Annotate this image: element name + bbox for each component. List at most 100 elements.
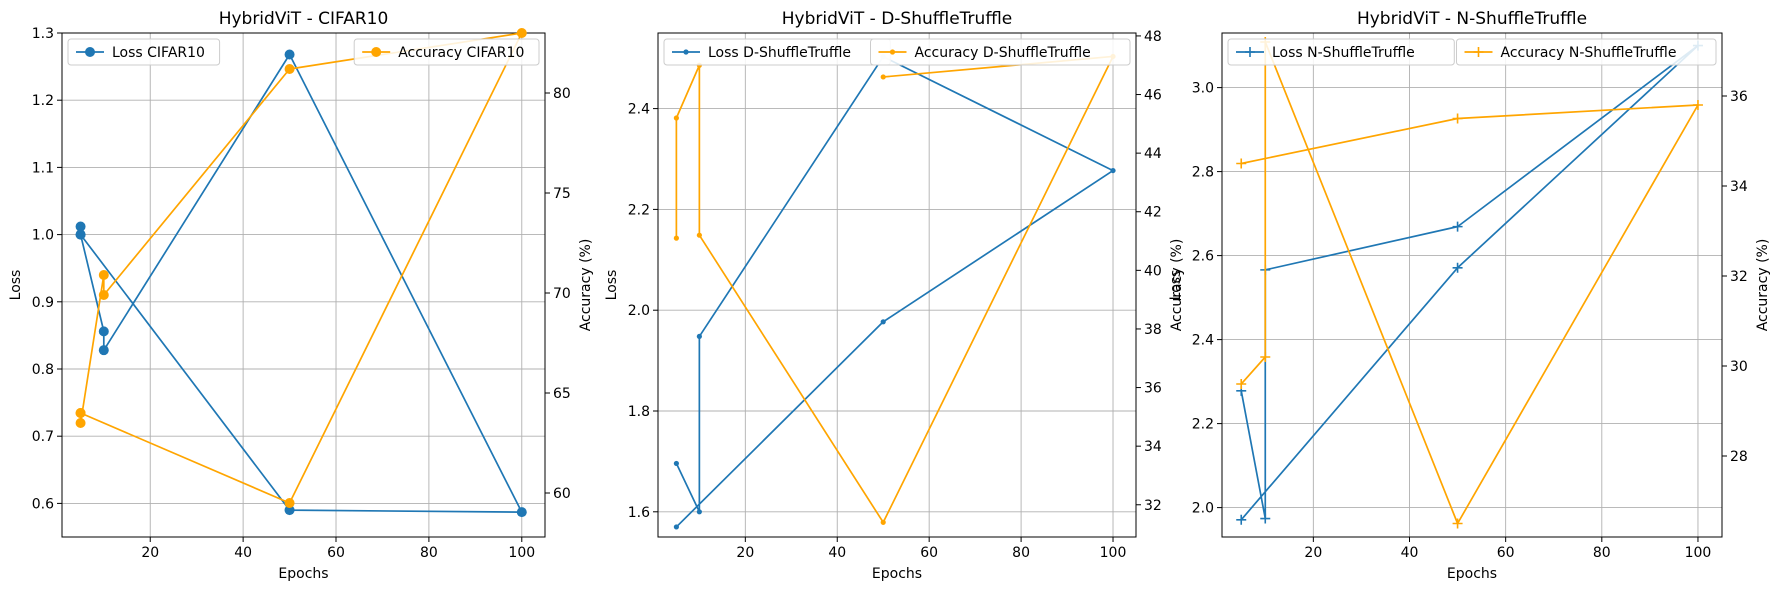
- y2-tick-label: 42: [1144, 205, 1162, 221]
- y2-tick-label: 32: [1730, 269, 1748, 285]
- x-tick-label: 100: [508, 545, 535, 561]
- data-point: [1452, 113, 1463, 124]
- data-point: [673, 235, 679, 241]
- y-tick-label: 2.2: [628, 202, 650, 218]
- y-tick-label: 1.1: [32, 160, 54, 176]
- legend-marker: [683, 49, 689, 55]
- y2-tick-label: 36: [1730, 89, 1748, 105]
- y2-tick-label: 34: [1144, 439, 1162, 455]
- data-point: [696, 232, 702, 238]
- data-point: [75, 418, 86, 428]
- data-point: [98, 290, 109, 300]
- y-tick-label: 1.0: [32, 228, 54, 244]
- x-axis-label: Epochs: [872, 566, 922, 582]
- data-point: [516, 507, 527, 518]
- x-tick-label: 60: [920, 545, 938, 561]
- legend-loss: Loss D-ShuffleTruffle: [663, 38, 891, 66]
- x-tick-label: 80: [1593, 545, 1611, 561]
- legend-accuracy: Accuracy CIFAR10: [353, 38, 540, 66]
- data-point: [673, 115, 679, 121]
- data-point: [1260, 513, 1271, 524]
- legend-accuracy: Accuracy D-ShuffleTruffle: [870, 38, 1131, 66]
- data-point: [98, 345, 109, 356]
- data-point: [1236, 514, 1247, 525]
- y-tick-label: 0.8: [32, 362, 54, 378]
- y2-tick-label: 48: [1144, 29, 1162, 45]
- y2-tick-label: 60: [553, 486, 571, 502]
- legend-loss: Loss CIFAR10: [67, 38, 221, 66]
- y2-tick-label: 36: [1144, 381, 1162, 397]
- data-point: [696, 333, 702, 340]
- series-line: [1240, 44, 1699, 521]
- y-tick-label: 2.0: [1192, 501, 1214, 517]
- y2-tick-label: 75: [553, 186, 571, 202]
- data-point: [284, 49, 295, 60]
- y-axis-label: Loss: [8, 270, 24, 301]
- data-point: [880, 319, 886, 325]
- data-point: [880, 519, 886, 525]
- y-tick-label: 2.6: [1192, 249, 1214, 265]
- series-loss: [673, 54, 1116, 530]
- legend-box: [1456, 38, 1717, 66]
- x-tick-label: 80: [1012, 545, 1030, 561]
- legend-label: Loss N-ShuffleTruffle: [1272, 45, 1415, 61]
- data-point: [673, 524, 679, 530]
- x-tick-label: 60: [327, 545, 345, 561]
- y-tick-label: 1.3: [32, 26, 54, 42]
- data-point: [284, 64, 295, 74]
- y2-axis-label: Accuracy (%): [1755, 239, 1771, 332]
- y-axis-label: Loss: [1168, 270, 1184, 301]
- data-point: [1236, 379, 1247, 389]
- y-axis-label: Loss: [604, 270, 620, 301]
- x-tick-label: 20: [736, 545, 754, 561]
- data-point: [1452, 221, 1463, 232]
- y-tick-label: 2.0: [628, 303, 650, 319]
- x-axis-label: Epochs: [278, 566, 328, 582]
- series-accuracy: [673, 53, 1116, 525]
- series-line: [79, 32, 523, 504]
- axes-frame: [61, 32, 546, 538]
- data-point: [1260, 352, 1271, 362]
- series-accuracy: [1236, 37, 1703, 529]
- data-point: [1452, 262, 1463, 273]
- y-tick-label: 1.6: [628, 505, 650, 521]
- series-line: [79, 53, 523, 513]
- chart-title: HybridViT - CIFAR10: [219, 9, 389, 29]
- legend-marker: [1473, 47, 1484, 57]
- series-line: [1240, 41, 1699, 525]
- y2-tick-label: 46: [1144, 88, 1162, 104]
- legend-label: Loss D-ShuffleTruffle: [708, 45, 851, 61]
- y2-tick-label: 65: [553, 386, 571, 402]
- data-point: [1110, 167, 1116, 174]
- data-point: [75, 221, 86, 232]
- data-point: [98, 326, 109, 337]
- x-tick-label: 80: [420, 545, 438, 561]
- data-point: [673, 460, 679, 467]
- y-tick-label: 2.4: [1192, 333, 1214, 349]
- y2-tick-label: 70: [553, 286, 571, 302]
- legend-marker: [1245, 47, 1255, 57]
- y-tick-label: 1.2: [32, 93, 54, 109]
- legend-marker: [371, 47, 382, 57]
- x-tick-label: 20: [141, 545, 159, 561]
- chart-title: HybridViT - N-ShuffleTruffle: [1357, 9, 1587, 29]
- y2-tick-label: 40: [1144, 263, 1162, 279]
- y-tick-label: 2.4: [628, 102, 650, 118]
- y-tick-label: 0.9: [32, 295, 54, 311]
- axes-frame: [657, 32, 1137, 538]
- y2-tick-label: 80: [553, 86, 571, 102]
- x-tick-label: 40: [828, 545, 846, 561]
- data-point: [1452, 518, 1463, 529]
- series-loss: [75, 49, 527, 518]
- x-tick-label: 100: [1100, 545, 1127, 561]
- series-line: [675, 55, 1114, 524]
- data-point: [880, 74, 886, 80]
- data-point: [98, 270, 109, 280]
- x-tick-label: 40: [234, 545, 252, 561]
- data-point: [516, 28, 527, 38]
- x-tick-label: 60: [1497, 545, 1515, 561]
- legend-loss: Loss N-ShuffleTruffle: [1227, 38, 1455, 66]
- legend-box: [353, 38, 540, 66]
- data-point: [75, 408, 86, 418]
